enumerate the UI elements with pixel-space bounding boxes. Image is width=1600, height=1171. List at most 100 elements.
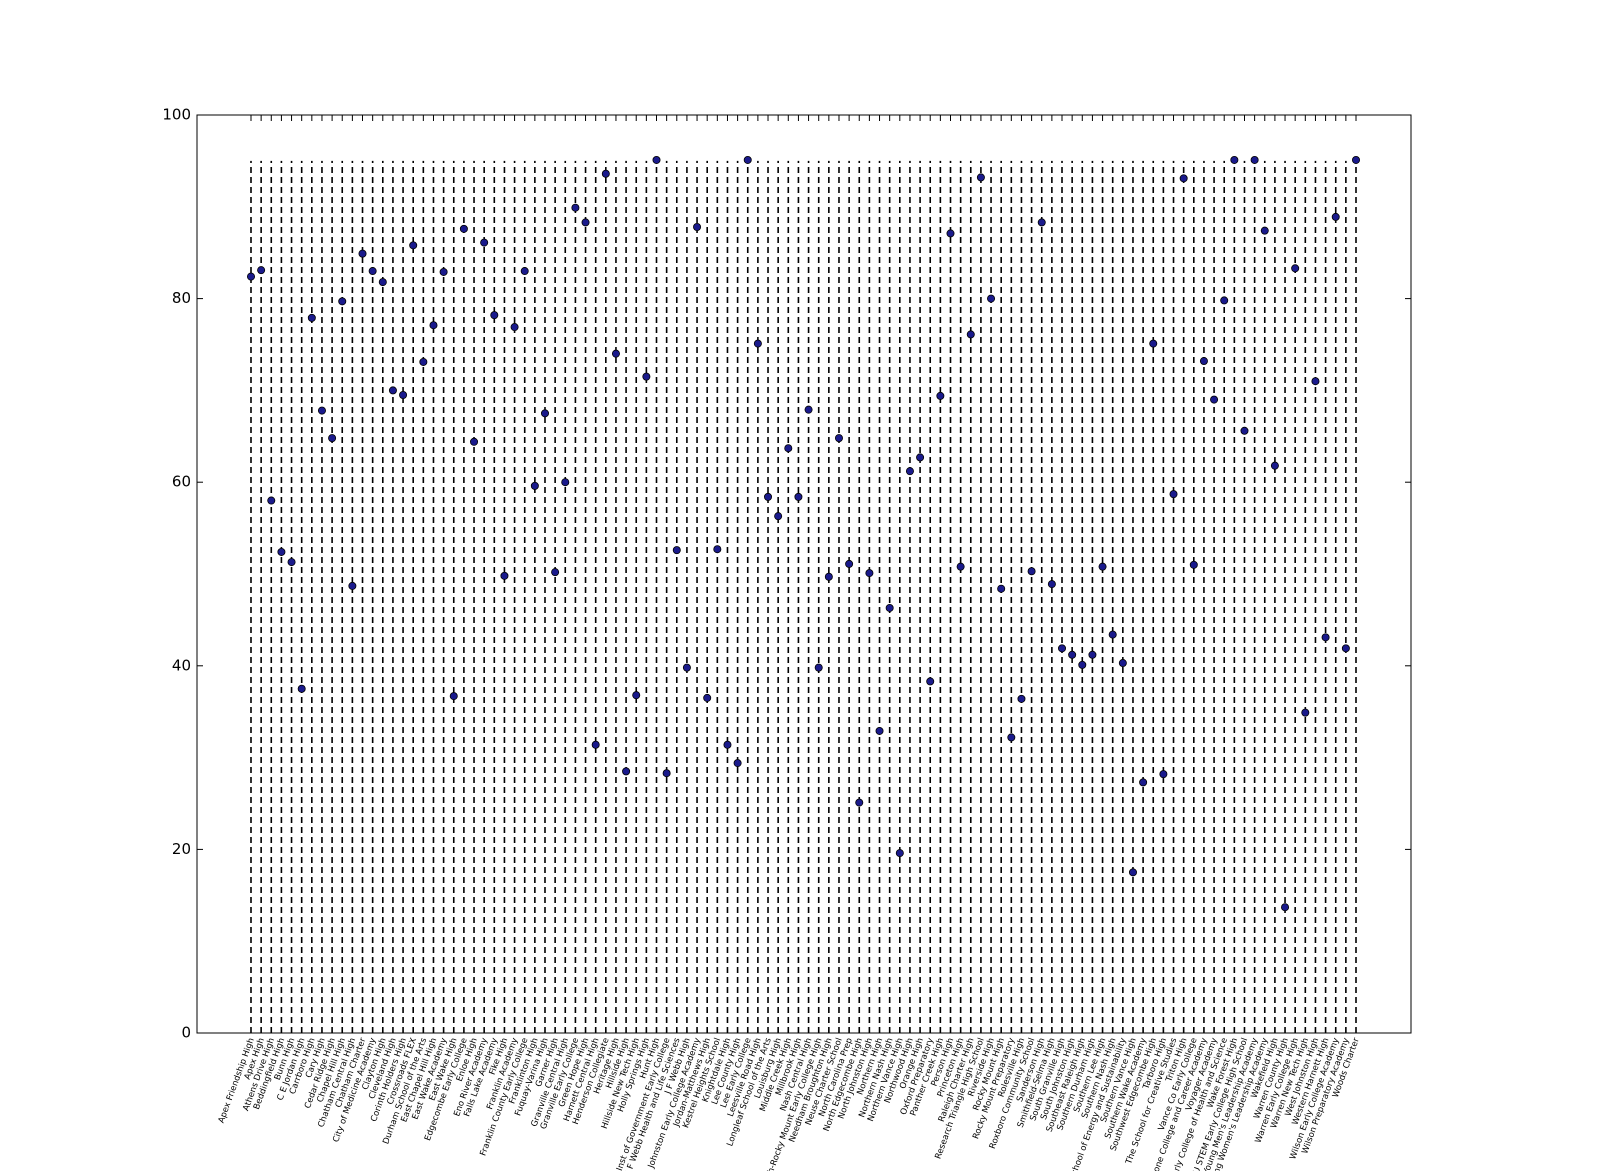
dot (1250, 155, 1259, 164)
dot (1230, 155, 1239, 164)
dot (1007, 733, 1016, 742)
dot (753, 339, 762, 348)
dot (530, 481, 539, 490)
dot (1281, 903, 1290, 912)
dot (662, 769, 671, 778)
dot (713, 545, 722, 554)
dot (672, 546, 681, 555)
dot (348, 581, 357, 590)
dot (926, 677, 935, 686)
dot (338, 297, 347, 306)
dot (1321, 633, 1330, 642)
dot (1210, 395, 1219, 404)
dot (277, 547, 286, 556)
dot (1118, 659, 1127, 668)
dot (824, 572, 833, 581)
y-tick-label: 20 (172, 840, 191, 858)
dot (611, 349, 620, 358)
dot (764, 492, 773, 501)
dot (855, 798, 864, 807)
dot (287, 558, 296, 567)
dot (500, 571, 509, 580)
dot (1098, 562, 1107, 571)
dot (328, 434, 337, 443)
dot (459, 224, 468, 233)
dot (622, 767, 631, 776)
dot (1017, 694, 1026, 703)
dot (1027, 567, 1036, 576)
dot (378, 278, 387, 287)
dot (905, 467, 914, 476)
dot (834, 434, 843, 443)
y-tick-label: 100 (162, 106, 191, 124)
dot (997, 584, 1006, 593)
dot (1270, 461, 1279, 470)
dot (490, 311, 499, 320)
dot (1149, 339, 1158, 348)
dot (1240, 426, 1249, 435)
dot (966, 330, 975, 339)
dot (1199, 357, 1208, 366)
dot (257, 266, 266, 275)
dot (682, 663, 691, 672)
dot (1331, 212, 1340, 221)
dot (987, 294, 996, 303)
dot (1189, 560, 1198, 569)
dot (307, 313, 316, 322)
dot (743, 155, 752, 164)
dot (723, 740, 732, 749)
dot (1037, 218, 1046, 227)
dot (794, 492, 803, 501)
dot (845, 559, 854, 568)
dot (774, 512, 783, 521)
dot (1352, 155, 1361, 164)
dot (510, 323, 519, 332)
dot (632, 691, 641, 700)
y-tick-label: 0 (181, 1024, 191, 1042)
dot (399, 390, 408, 399)
dot (1301, 708, 1310, 717)
dot (895, 849, 904, 858)
y-tick-label: 60 (172, 473, 191, 491)
dot (267, 496, 276, 505)
dot (733, 759, 742, 768)
dot (946, 229, 955, 238)
dot (601, 169, 610, 178)
dot (1260, 226, 1269, 235)
dot (693, 222, 702, 231)
dot (976, 173, 985, 182)
dot (652, 155, 661, 164)
dot (419, 357, 428, 366)
dot (1108, 630, 1117, 639)
dot (1169, 490, 1178, 499)
dot (804, 405, 813, 414)
dot (388, 386, 397, 395)
dot (1291, 264, 1300, 273)
dot (1068, 650, 1077, 659)
dot (1078, 660, 1087, 669)
dot (1179, 174, 1188, 183)
dot (814, 663, 823, 672)
dot (480, 238, 489, 247)
dot (246, 272, 255, 281)
dot (1311, 377, 1320, 386)
dot (865, 569, 874, 578)
dot (875, 726, 884, 735)
dot (520, 267, 529, 276)
dot (439, 267, 448, 276)
dot (470, 437, 479, 446)
dot (1139, 778, 1148, 787)
dot (936, 391, 945, 400)
dot (561, 478, 570, 487)
dot (642, 372, 651, 381)
dot (429, 321, 438, 330)
y-tick-label: 40 (172, 656, 191, 674)
y-tick-label: 80 (172, 289, 191, 307)
dot (449, 692, 458, 701)
dot (1128, 868, 1137, 877)
dot (591, 740, 600, 749)
dot (1341, 644, 1350, 653)
dot (956, 562, 965, 571)
dot (784, 444, 793, 453)
